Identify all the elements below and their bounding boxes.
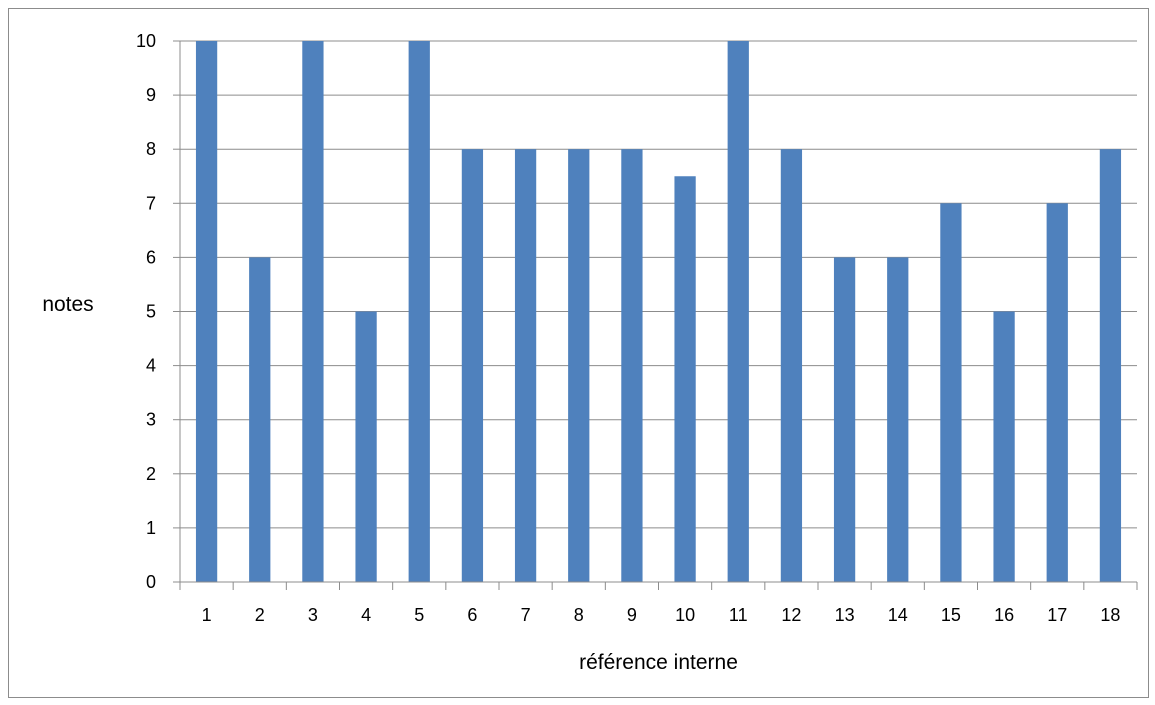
- bar: [940, 203, 962, 583]
- x-tick-labels: 1 2 3 4 5 6 7 8 9 10 11 12 13 14 15 16 17 18: [202, 605, 1121, 625]
- bar: [674, 176, 696, 582]
- x-tick-label: 10: [675, 605, 695, 625]
- y-tick-labels: 0 1 2 3 4 5 6 7 8 9 10: [136, 31, 156, 592]
- x-tick-label: 3: [308, 605, 318, 625]
- y-tick-label: 4: [146, 356, 156, 376]
- x-tick-label: 16: [994, 605, 1014, 625]
- y-tick-label: 6: [146, 247, 156, 267]
- bar: [727, 41, 749, 582]
- bar: [302, 41, 324, 582]
- bar: [249, 257, 271, 582]
- x-tick-label: 13: [835, 605, 855, 625]
- bar: [780, 149, 803, 582]
- y-tick-label: 2: [146, 464, 156, 484]
- x-tick-label: 11: [729, 605, 748, 625]
- x-tick-label: 4: [361, 605, 371, 625]
- bar: [355, 311, 377, 582]
- y-axis-title: notes: [42, 293, 93, 316]
- x-tick-label: 15: [941, 605, 961, 625]
- bar: [514, 149, 537, 582]
- x-tick-label: 8: [574, 605, 584, 625]
- y-tick-label: 7: [146, 193, 156, 213]
- x-tick-label: 2: [255, 605, 265, 625]
- bar: [833, 257, 856, 582]
- x-tick-label: 5: [414, 605, 424, 625]
- x-tick-label: 18: [1100, 605, 1120, 625]
- bar: [408, 41, 430, 582]
- x-tick-label: 9: [627, 605, 637, 625]
- bar: [195, 41, 218, 582]
- axes: [173, 40, 1138, 590]
- x-tick-label: 14: [888, 605, 908, 625]
- bar: [887, 257, 909, 582]
- x-tick-label: 17: [1047, 605, 1067, 625]
- x-tick-label: 6: [467, 605, 477, 625]
- bar: [461, 149, 484, 582]
- gridlines: [180, 40, 1137, 529]
- bar: [568, 149, 590, 582]
- y-tick-label: 9: [146, 85, 156, 105]
- y-tick-label: 10: [136, 31, 156, 51]
- bar: [1099, 149, 1122, 582]
- y-tick-label: 8: [146, 139, 156, 159]
- y-tick-label: 5: [146, 302, 156, 322]
- x-tick-label: 1: [202, 605, 212, 625]
- bar: [993, 311, 1015, 582]
- x-tick-label: 12: [781, 605, 801, 625]
- y-tick-label: 3: [146, 410, 156, 430]
- y-tick-label: 0: [146, 572, 156, 592]
- y-tick-label: 1: [146, 518, 156, 538]
- bar: [621, 149, 643, 582]
- x-tick-label: 7: [521, 605, 531, 625]
- bar-series: [195, 41, 1122, 583]
- bar: [1046, 203, 1068, 583]
- x-axis-title: référence interne: [579, 651, 738, 674]
